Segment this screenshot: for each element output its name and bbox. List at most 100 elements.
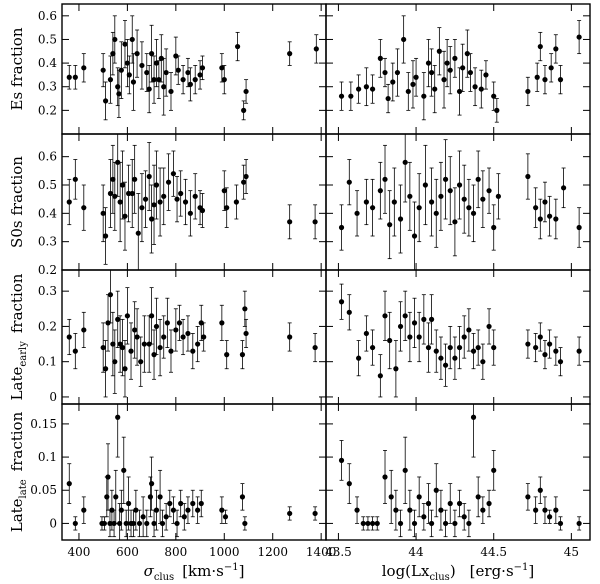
- data-point: [421, 316, 427, 322]
- data-point: [369, 205, 376, 211]
- data-point: [387, 337, 393, 344]
- data-point: [393, 507, 399, 513]
- data-point: [312, 344, 318, 351]
- data-point: [72, 348, 78, 354]
- x-tick-label: 600: [116, 545, 139, 559]
- data-point: [494, 107, 500, 113]
- y-tick-label: 0.3: [38, 235, 57, 249]
- data-point: [391, 199, 397, 205]
- data-point: [460, 65, 466, 71]
- y-tick-label: 0.1: [38, 355, 57, 369]
- data-point: [542, 199, 548, 205]
- data-point: [452, 520, 458, 527]
- data-point: [312, 219, 318, 225]
- data-point: [168, 348, 174, 354]
- x-tick-label: 1400: [306, 545, 337, 559]
- data-point: [363, 330, 369, 337]
- y-tick-label: 0.4: [38, 206, 57, 220]
- y-tick-label: 0.1: [38, 450, 57, 464]
- data-point: [480, 507, 486, 513]
- data-point: [537, 216, 543, 222]
- data-point: [475, 494, 481, 500]
- data-point: [491, 93, 497, 99]
- data-point: [110, 51, 116, 57]
- data-point: [429, 69, 435, 76]
- data-point: [416, 494, 422, 500]
- data-point: [576, 224, 582, 231]
- data-point: [576, 520, 582, 527]
- data-point: [119, 344, 126, 351]
- y-tick-label: 0.6: [38, 9, 57, 23]
- data-point: [486, 323, 492, 330]
- data-point: [180, 77, 186, 83]
- data-point: [411, 520, 418, 527]
- y-tick-label: 0.15: [30, 417, 57, 431]
- data-point: [146, 173, 152, 180]
- data-point: [115, 159, 121, 165]
- data-point: [537, 43, 543, 50]
- data-point: [470, 348, 477, 354]
- data-point: [139, 205, 145, 211]
- data-point: [122, 41, 128, 47]
- data-point: [175, 67, 181, 73]
- data-point: [190, 348, 196, 354]
- data-point: [456, 88, 463, 95]
- data-point: [123, 520, 129, 527]
- data-point: [239, 352, 246, 358]
- data-point: [153, 323, 160, 330]
- data-point: [66, 199, 72, 205]
- data-point: [149, 313, 155, 319]
- data-point: [107, 77, 114, 83]
- panel-frame-r3-c1: [325, 403, 591, 541]
- data-point: [466, 205, 472, 211]
- data-point: [157, 494, 163, 500]
- y-axis-label: S0s fraction: [8, 156, 26, 248]
- data-point: [122, 366, 128, 372]
- data-point: [113, 494, 119, 500]
- data-point: [134, 334, 140, 340]
- data-point: [425, 500, 432, 507]
- data-point: [338, 299, 345, 305]
- data-point: [222, 514, 229, 520]
- data-point: [475, 176, 481, 182]
- y-tick-label: 0.05: [30, 483, 57, 497]
- data-point: [407, 193, 413, 199]
- data-point: [81, 507, 87, 513]
- data-point: [151, 77, 157, 83]
- data-point: [241, 107, 247, 113]
- data-point: [221, 77, 227, 83]
- data-point: [402, 467, 408, 473]
- x-tick-label: 800: [164, 545, 187, 559]
- data-point: [438, 507, 444, 513]
- data-point: [475, 344, 481, 351]
- data-point: [109, 507, 115, 513]
- panel-frame-r2-c1: [325, 269, 591, 405]
- data-point: [374, 520, 380, 527]
- y-tick-label: 0.6: [38, 150, 57, 164]
- data-point: [173, 327, 179, 333]
- data-point: [182, 199, 189, 205]
- data-point: [146, 341, 152, 347]
- data-point: [110, 176, 116, 182]
- data-point: [480, 359, 486, 365]
- data-point: [491, 467, 497, 473]
- data-point: [219, 65, 225, 71]
- data-point: [397, 216, 404, 222]
- data-point: [472, 84, 478, 90]
- data-point: [401, 36, 407, 43]
- y-tick-label: 0.5: [38, 178, 57, 192]
- data-point: [456, 344, 463, 351]
- data-point: [243, 173, 249, 180]
- x-axis-label-sigma: σclus [km·s−1]: [144, 562, 245, 583]
- data-point: [483, 72, 489, 78]
- data-point: [447, 67, 453, 73]
- data-point: [576, 348, 582, 354]
- data-point: [151, 520, 157, 527]
- data-point: [187, 210, 193, 216]
- data-point: [533, 507, 539, 513]
- data-point: [397, 323, 404, 330]
- data-point: [461, 196, 467, 202]
- data-point: [436, 48, 442, 54]
- data-point: [102, 233, 109, 239]
- data-point: [128, 348, 134, 354]
